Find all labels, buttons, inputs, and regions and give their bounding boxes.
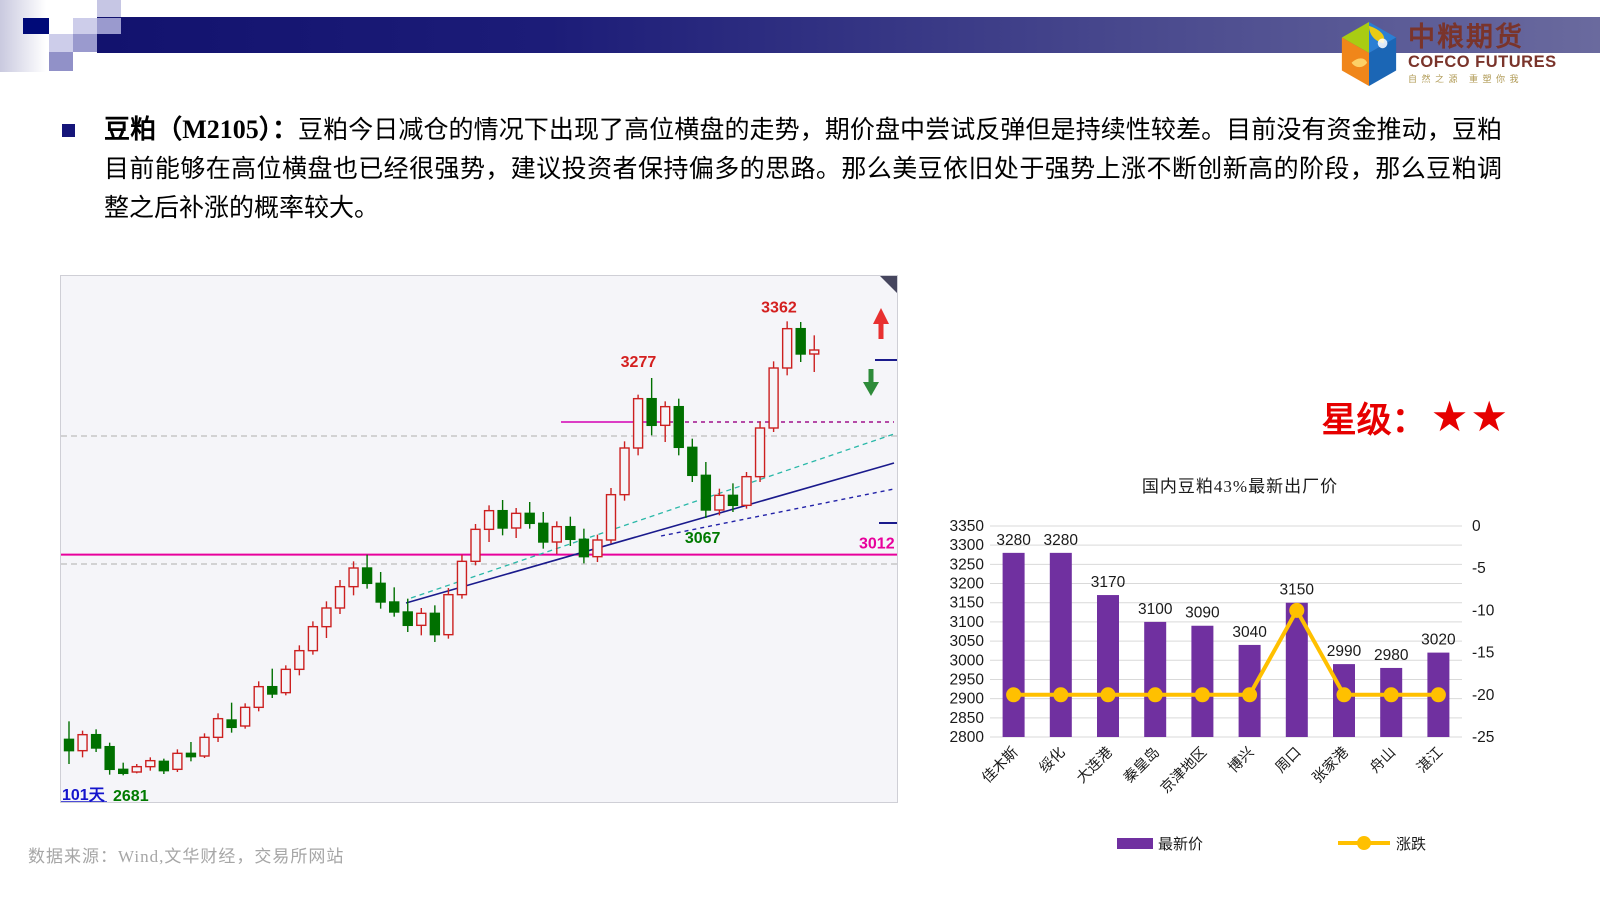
svg-text:周口: 周口 (1273, 745, 1305, 777)
price-bar-chart: 2800 2850 2900 2950 3000 3050 3100 3150 3200 3250… (950, 477, 1495, 853)
svg-text:2900: 2900 (950, 691, 985, 708)
star-rating-label: 星级： (1321, 400, 1427, 440)
svg-text:佳木斯: 佳木斯 (979, 744, 1022, 787)
svg-text:-10: -10 (1472, 602, 1495, 619)
svg-text:3277: 3277 (621, 354, 657, 371)
svg-text:3067: 3067 (685, 530, 721, 547)
svg-text:张家港: 张家港 (1309, 743, 1352, 786)
svg-text:3100: 3100 (1138, 601, 1173, 618)
logo-name-en: COFCO FUTURES (1408, 53, 1557, 72)
svg-text:3280: 3280 (996, 532, 1031, 549)
cofco-cube-icon (1341, 22, 1397, 86)
svg-text:3280: 3280 (1044, 532, 1079, 549)
header-deco-square (49, 52, 73, 71)
header-deco-square (73, 18, 97, 34)
svg-text:3012: 3012 (859, 536, 895, 553)
header-deco-square (97, 0, 121, 17)
commentary-paragraph: 豆粕（M2105）：豆粕今日减仓的情况下出现了高位横盘的走势，期价盘中尝试反弹但… (104, 110, 1502, 228)
svg-text:京津地区: 京津地区 (1157, 744, 1210, 797)
svg-text:3150: 3150 (1280, 582, 1315, 599)
svg-text:博兴: 博兴 (1225, 744, 1258, 777)
svg-text:-15: -15 (1472, 645, 1494, 662)
svg-text:秦皇岛: 秦皇岛 (1120, 744, 1163, 787)
svg-text:3020: 3020 (1421, 632, 1456, 649)
svg-text:2980: 2980 (1374, 647, 1409, 664)
candlestick-chart: 3362 3277 3067 3012 2681 101天 (61, 276, 897, 802)
cofco-logo: 中粮期货 COFCO FUTURES 自然之源 重塑你我 (1338, 14, 1568, 94)
svg-text:2990: 2990 (1327, 643, 1362, 660)
svg-text:涨跌: 涨跌 (1396, 836, 1426, 853)
svg-text:-25: -25 (1472, 729, 1494, 746)
svg-text:-5: -5 (1472, 560, 1486, 577)
svg-text:3250: 3250 (950, 556, 985, 573)
svg-text:3350: 3350 (950, 518, 985, 535)
svg-text:2800: 2800 (950, 729, 985, 746)
header-fade-block (0, 0, 46, 72)
star-icons: ★★ (1430, 393, 1510, 440)
svg-text:国内豆粕43%最新出厂价: 国内豆粕43%最新出厂价 (1142, 477, 1338, 496)
svg-text:3200: 3200 (950, 576, 985, 593)
logo-name-cn: 中粮期货 (1408, 22, 1524, 53)
bullet-square (62, 124, 75, 137)
svg-text:101天: 101天 (62, 787, 106, 802)
svg-text:湛江: 湛江 (1414, 744, 1447, 777)
star-rating: 星级： ★★ (1280, 388, 1510, 446)
svg-text:3000: 3000 (950, 652, 985, 669)
svg-text:3362: 3362 (761, 299, 797, 316)
svg-text:大连港: 大连港 (1073, 743, 1116, 786)
svg-text:最新价: 最新价 (1158, 836, 1203, 853)
svg-text:舟山: 舟山 (1367, 744, 1400, 777)
svg-text:2681: 2681 (113, 788, 149, 802)
svg-text:2850: 2850 (950, 710, 985, 727)
svg-text:绥化: 绥化 (1036, 744, 1069, 777)
commentary-label: 豆粕（M2105）： (104, 115, 299, 144)
bar-chart-panel: 2800 2850 2900 2950 3000 3050 3100 3150 3200 3250… (940, 470, 1510, 865)
header-navy-square (23, 18, 49, 34)
header-deco-square (97, 18, 121, 34)
svg-text:3040: 3040 (1232, 624, 1267, 641)
data-source-note: 数据来源：Wind,文华财经，交易所网站 (28, 847, 345, 866)
svg-text:3090: 3090 (1185, 605, 1220, 622)
svg-text:3170: 3170 (1091, 574, 1126, 591)
svg-text:0: 0 (1472, 518, 1481, 535)
logo-tagline: 自然之源 重塑你我 (1408, 73, 1524, 84)
header-deco-square (73, 34, 97, 52)
header-deco-square (49, 34, 73, 52)
candlestick-chart-panel: 3362 3277 3067 3012 2681 101天 (60, 275, 898, 803)
svg-text:3100: 3100 (950, 614, 985, 631)
svg-text:3300: 3300 (950, 537, 985, 554)
svg-text:3150: 3150 (950, 595, 985, 612)
commentary-body: 豆粕今日减仓的情况下出现了高位横盘的走势，期价盘中尝试反弹但是持续性较差。目前没… (104, 117, 1502, 222)
svg-text:3050: 3050 (950, 633, 985, 650)
svg-text:2950: 2950 (950, 671, 985, 688)
svg-text:-20: -20 (1472, 687, 1495, 704)
